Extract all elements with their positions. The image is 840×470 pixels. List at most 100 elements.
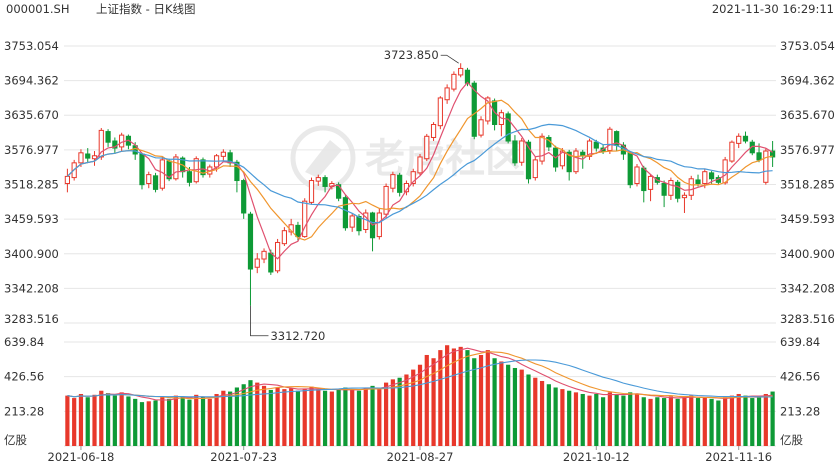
volume-bar <box>356 390 362 446</box>
candle-body <box>688 178 694 196</box>
volume-bar <box>458 346 463 446</box>
candle <box>234 159 240 193</box>
volume-axis-left: 639.84 426.56 213.28 亿股 <box>4 335 44 447</box>
candle-body <box>64 175 70 184</box>
candle-body <box>580 151 586 156</box>
volume-bar <box>723 397 728 446</box>
volume-bar <box>411 369 416 446</box>
candle <box>261 248 267 264</box>
price-tick-label-left: 3518.285 <box>4 178 59 192</box>
candle <box>742 131 749 144</box>
candle <box>627 151 633 189</box>
volume-bar <box>397 377 402 446</box>
price-axis-left: 3753.054 3694.362 3635.670 3576.977 3518.285… <box>4 39 59 326</box>
volume-bars <box>65 345 775 446</box>
watermark-logo-mark <box>305 140 342 178</box>
price-tick-label-right: 3694.362 <box>780 74 835 88</box>
price-tick-label-right: 3342.208 <box>780 281 835 295</box>
candle-body <box>736 135 742 144</box>
low-label: 3312.720 <box>270 329 325 343</box>
volume-bar <box>336 389 341 446</box>
volume-bar <box>370 385 375 446</box>
candle <box>363 209 369 234</box>
volume-bar <box>241 384 246 446</box>
volume-bar <box>316 389 321 446</box>
candle-body <box>756 152 762 161</box>
volume-bar <box>390 379 395 446</box>
volume-bar <box>702 397 707 446</box>
candle <box>729 140 735 163</box>
price-tick-label-left: 3576.977 <box>4 143 59 157</box>
candle-body <box>573 150 579 173</box>
volume-bar <box>153 400 158 446</box>
volume-bar <box>363 388 368 446</box>
candle <box>302 198 308 238</box>
candle <box>390 171 396 193</box>
candle-body <box>336 184 342 199</box>
candle <box>444 84 450 104</box>
candle <box>546 135 552 152</box>
candle-body <box>268 252 274 273</box>
volume-bar <box>261 385 267 446</box>
volume-bar <box>499 361 504 446</box>
candle-body <box>356 216 362 232</box>
volume-bar <box>716 400 721 446</box>
candle <box>668 177 674 201</box>
candle <box>281 227 287 247</box>
volume-bar <box>214 393 219 446</box>
candle <box>424 133 430 162</box>
volume-bar <box>709 398 714 446</box>
price-tick-label-right: 3459.593 <box>780 212 835 226</box>
volume-bar <box>580 393 585 446</box>
high-leader-line <box>440 54 459 64</box>
candle <box>491 98 498 131</box>
candle <box>634 164 640 187</box>
candle <box>505 111 511 144</box>
candle-body <box>641 167 647 192</box>
candle-body <box>668 180 674 196</box>
candle-body <box>661 182 667 196</box>
candle <box>105 129 111 147</box>
candle-body <box>220 151 226 157</box>
candle-body <box>722 159 728 184</box>
volume-bar <box>756 397 762 446</box>
volume-bar <box>546 384 551 446</box>
candle-body <box>566 151 572 173</box>
volume-bar <box>655 397 660 446</box>
candle-body <box>424 135 430 160</box>
volume-ma20-line <box>67 359 773 398</box>
candle-body <box>241 180 247 214</box>
volume-bar <box>350 389 355 446</box>
volume-bar <box>750 398 755 446</box>
volume-bar <box>221 390 226 446</box>
volume-bar <box>295 390 301 446</box>
candle <box>498 109 504 137</box>
candle-body <box>681 194 688 199</box>
candle <box>573 148 579 175</box>
candle-body <box>105 131 111 143</box>
volume-axis-right: 639.84 426.56 213.28 亿股 <box>780 335 820 447</box>
candle <box>641 165 647 203</box>
volume-bar <box>628 392 633 446</box>
volume-bar <box>675 398 680 446</box>
volume-bar <box>72 398 77 446</box>
candle <box>98 128 104 160</box>
volume-bar <box>445 345 450 446</box>
volume-bar <box>519 369 524 446</box>
price-tick-label-right: 3635.670 <box>780 108 835 122</box>
candle <box>383 183 389 218</box>
volume-bar <box>173 395 178 446</box>
volume-bar <box>662 398 667 446</box>
volume-tick-label-right: 639.84 <box>780 335 820 349</box>
price-tick-label-left: 3400.900 <box>4 247 59 261</box>
volume-unit-label-right: 亿股 <box>780 433 803 447</box>
candle-body <box>85 153 91 159</box>
candle-body <box>532 159 538 179</box>
candle-body <box>322 177 328 187</box>
volume-bar <box>309 386 314 446</box>
candle-body <box>478 119 484 136</box>
volume-bar <box>770 391 775 446</box>
candle-body <box>186 171 193 183</box>
candle <box>349 212 355 232</box>
